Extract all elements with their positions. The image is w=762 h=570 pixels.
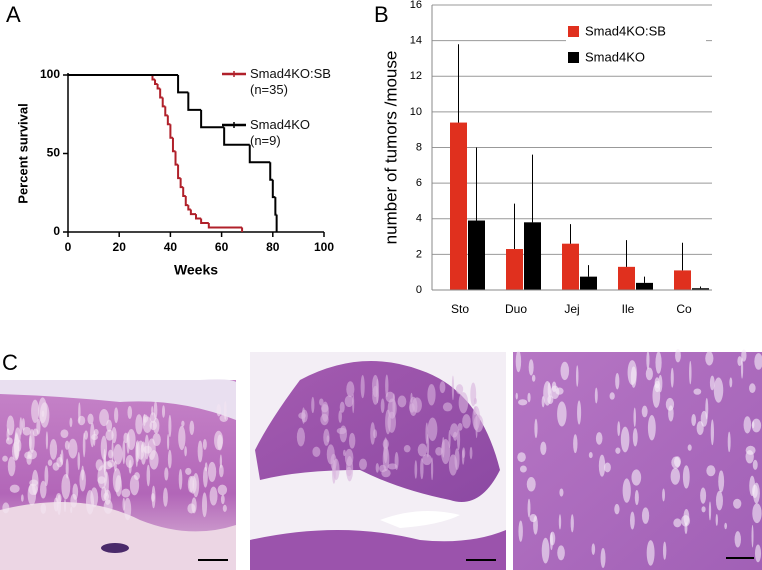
y-tick-label: 4 bbox=[416, 213, 422, 225]
survival-step bbox=[189, 209, 196, 216]
survival-step bbox=[271, 179, 276, 199]
y-tick-label: 50 bbox=[47, 146, 61, 160]
x-tick-label: Jej bbox=[564, 302, 579, 316]
y-tick-label: 2 bbox=[416, 248, 422, 260]
panel-label: C bbox=[2, 350, 18, 375]
bar bbox=[692, 288, 709, 290]
survival-step bbox=[179, 178, 184, 189]
x-tick-label: 20 bbox=[113, 240, 127, 254]
survival-step bbox=[195, 214, 202, 220]
y-axis-label: Percent survival bbox=[15, 103, 30, 203]
x-tick-label: 40 bbox=[164, 240, 178, 254]
bar bbox=[524, 222, 541, 290]
x-tick-label: 60 bbox=[215, 240, 229, 254]
legend-swatch bbox=[568, 52, 579, 63]
legend-label: Smad4KO (n=9) bbox=[250, 117, 310, 148]
y-tick-label: 10 bbox=[410, 106, 422, 118]
legend-background bbox=[566, 18, 706, 72]
bar bbox=[562, 243, 579, 290]
x-tick-label: Co bbox=[676, 302, 692, 316]
panel-label: A bbox=[6, 2, 21, 27]
y-tick-label: 0 bbox=[53, 224, 60, 238]
survival-step bbox=[169, 124, 173, 139]
survival-step bbox=[200, 218, 209, 225]
legend-label: Smad4KO bbox=[585, 49, 645, 64]
bar bbox=[450, 122, 467, 290]
bar bbox=[506, 249, 523, 290]
bar bbox=[636, 282, 653, 290]
survival-step bbox=[177, 164, 181, 180]
survival-step bbox=[164, 106, 168, 117]
y-axis-label: number of tumors /mouse bbox=[381, 51, 400, 245]
x-tick-label: Duo bbox=[505, 302, 527, 316]
histology-image bbox=[250, 352, 506, 570]
survival-step bbox=[248, 144, 271, 164]
bar bbox=[674, 270, 691, 290]
y-tick-label: 6 bbox=[416, 177, 422, 189]
survival-step bbox=[154, 79, 158, 85]
x-axis-label: Weeks bbox=[174, 262, 218, 278]
survival-step bbox=[200, 109, 225, 129]
x-tick-label: Ile bbox=[622, 302, 635, 316]
y-tick-label: 0 bbox=[416, 284, 422, 296]
y-tick-label: 8 bbox=[416, 141, 422, 153]
survival-step bbox=[171, 137, 176, 153]
survival-step bbox=[166, 115, 171, 126]
bar bbox=[468, 220, 485, 290]
survival-step bbox=[174, 151, 179, 166]
x-tick-label: 80 bbox=[266, 240, 280, 254]
survival-step bbox=[269, 162, 273, 181]
bar bbox=[580, 276, 597, 290]
survival-step bbox=[187, 92, 202, 111]
legend-label: Smad4KO:SB bbox=[585, 23, 666, 38]
y-tick-label: 100 bbox=[40, 67, 60, 81]
y-tick-label: 16 bbox=[410, 0, 422, 11]
legend-entry: Smad4KO:SB (n=35) bbox=[250, 66, 331, 97]
y-tick-label: 14 bbox=[410, 35, 422, 47]
panel-label: B bbox=[374, 2, 389, 27]
legend-entry: Smad4KO (n=9) bbox=[250, 117, 310, 148]
survival-step bbox=[177, 75, 189, 94]
survival-step bbox=[156, 83, 161, 90]
survival-step bbox=[207, 223, 243, 229]
survival-step bbox=[184, 196, 189, 207]
survival-step bbox=[182, 187, 186, 198]
survival-step bbox=[223, 127, 250, 146]
histology-image bbox=[513, 348, 762, 570]
bar bbox=[618, 266, 635, 290]
x-tick-label: 100 bbox=[314, 240, 334, 254]
survival-step bbox=[161, 97, 166, 108]
legend-label: Smad4KO:SB (n=35) bbox=[250, 66, 331, 97]
x-tick-label: 0 bbox=[65, 240, 72, 254]
survival-step bbox=[274, 197, 277, 216]
y-tick-label: 12 bbox=[410, 70, 422, 82]
survival-step bbox=[187, 205, 191, 211]
histology-image bbox=[0, 379, 236, 570]
x-tick-label: Sto bbox=[451, 302, 469, 316]
legend-swatch bbox=[568, 26, 579, 37]
survival-step bbox=[159, 88, 163, 99]
